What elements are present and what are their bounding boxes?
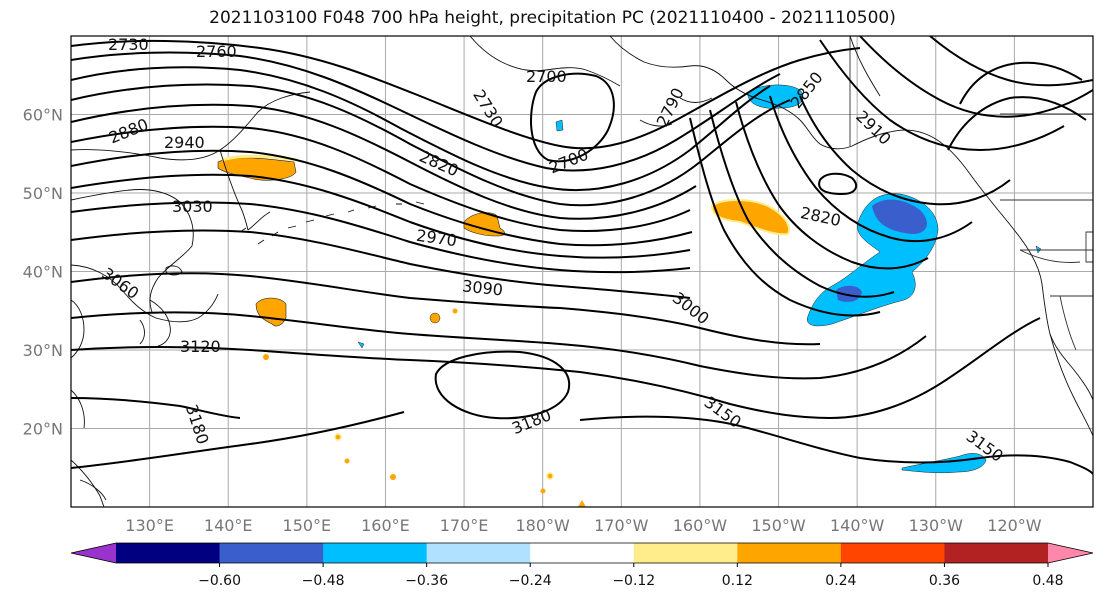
precip-negative-small bbox=[555, 119, 564, 132]
longitude-label: 180°W bbox=[516, 516, 571, 535]
contour-label: 3090 bbox=[461, 276, 503, 299]
longitude-label: 130°W bbox=[909, 516, 964, 535]
colorbar-tick-label: 0.24 bbox=[825, 573, 856, 589]
precip-negative-small bbox=[357, 341, 365, 349]
latitude-label: 40°N bbox=[23, 263, 63, 282]
latitude-labels: 60°N 50°N 40°N 30°N 20°N bbox=[23, 106, 63, 439]
colorbar-segment bbox=[944, 543, 1049, 563]
colorbar-segment bbox=[840, 543, 945, 563]
longitude-label: 150°E bbox=[283, 516, 332, 535]
colorbar-segment bbox=[530, 543, 635, 563]
colorbar-extend-high bbox=[1048, 543, 1093, 563]
precip-positive-spot bbox=[578, 500, 586, 507]
precip-negative-core-north bbox=[872, 199, 927, 234]
colorbar-segment bbox=[116, 543, 221, 563]
colorbar-tick-label: −0.48 bbox=[302, 573, 345, 589]
precip-positive-spot bbox=[334, 433, 342, 441]
map-frame bbox=[70, 35, 1094, 508]
longitude-labels: 130°E 140°E 150°E 160°E 170°E 180°W 170°W 160°W… bbox=[125, 516, 1041, 535]
precip-positive-spot bbox=[390, 474, 396, 480]
contour-label: 2760 bbox=[196, 42, 237, 61]
coastlines bbox=[71, 36, 1093, 507]
contour-label: 2940 bbox=[164, 133, 205, 152]
precip-negative-southeast bbox=[901, 453, 987, 474]
colorbar-segment bbox=[633, 543, 738, 563]
latitude-label: 30°N bbox=[23, 341, 63, 360]
precip-positive-spot bbox=[263, 354, 269, 360]
precip-positive-spot bbox=[344, 458, 350, 464]
precip-positive-spot bbox=[429, 312, 441, 324]
map-title: 2021103100 F048 700 hPa height, precipit… bbox=[209, 8, 896, 28]
precip-negative-core-south bbox=[836, 285, 862, 302]
latitude-label: 20°N bbox=[23, 420, 63, 439]
latitude-label: 50°N bbox=[23, 184, 63, 203]
longitude-label: 170°E bbox=[440, 516, 489, 535]
longitude-label: 150°W bbox=[751, 516, 806, 535]
precip-positive-spot bbox=[452, 308, 458, 314]
longitude-label: 140°E bbox=[204, 516, 253, 535]
precip-positive-spot bbox=[546, 472, 554, 480]
contour-label: 3120 bbox=[180, 337, 221, 356]
precip-negative-small bbox=[1035, 245, 1042, 254]
colorbar-tick-label: 0.12 bbox=[722, 573, 753, 589]
precip-positive-150w bbox=[710, 199, 790, 236]
colorbar-tick-label: −0.24 bbox=[509, 573, 552, 589]
colorbar-tick-label: 0.36 bbox=[929, 573, 960, 589]
colorbar-tick-label: 0.48 bbox=[1032, 573, 1063, 589]
latitude-label: 60°N bbox=[23, 106, 63, 125]
colorbar-segment bbox=[737, 543, 842, 563]
contour-label: 3030 bbox=[172, 197, 213, 216]
colorbar-tick-label: −0.60 bbox=[198, 573, 241, 589]
colorbar-outline bbox=[70, 542, 1094, 564]
precip-positive-spot bbox=[540, 488, 546, 494]
colorbar-extend-low bbox=[71, 543, 116, 563]
longitude-label: 170°W bbox=[594, 516, 649, 535]
colorbar-segment bbox=[426, 543, 531, 563]
colorbar-tick-label: −0.36 bbox=[405, 573, 448, 589]
longitude-label: 140°W bbox=[830, 516, 885, 535]
colorbar: −0.60 −0.48 −0.36 −0.24 −0.12 0.12 0.24 0.36 0.4… bbox=[70, 542, 1094, 589]
longitude-label: 120°W bbox=[987, 516, 1042, 535]
longitude-label: 160°E bbox=[361, 516, 410, 535]
contour-label: 2700 bbox=[526, 67, 567, 86]
colorbar-segment bbox=[323, 543, 428, 563]
longitude-label: 130°E bbox=[125, 516, 174, 535]
colorbar-segment bbox=[219, 543, 324, 563]
contour-label: 2730 bbox=[108, 35, 149, 54]
colorbar-tick-label: −0.12 bbox=[612, 573, 655, 589]
longitude-label: 160°W bbox=[673, 516, 728, 535]
height-contours bbox=[71, 36, 1093, 475]
